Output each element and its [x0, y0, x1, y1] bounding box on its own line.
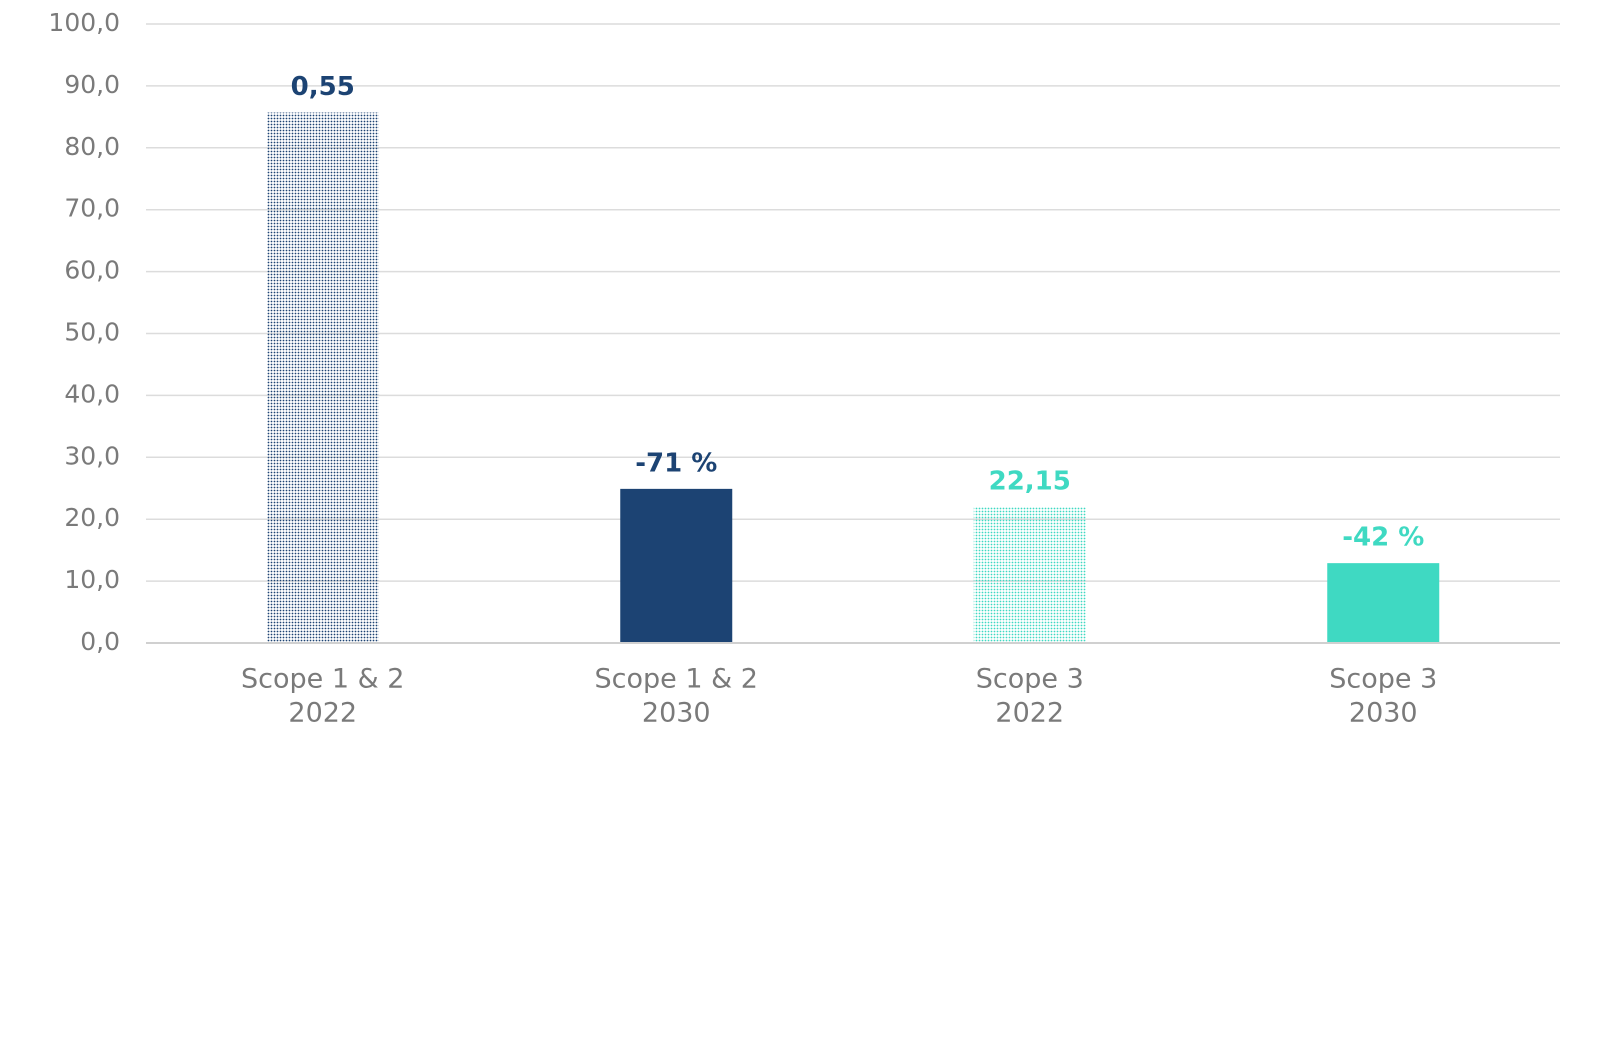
bar-annotation: 0,55 [291, 72, 355, 102]
x-tick-label: Scope 3 [976, 664, 1084, 695]
bar-annotation: -42 % [1342, 523, 1424, 553]
x-tick-label: 2022 [288, 698, 357, 729]
x-tick-label: 2030 [642, 698, 711, 729]
bar-annotation: 22,15 [989, 466, 1071, 496]
y-tick-label: 50,0 [64, 318, 120, 347]
y-tick-label: 60,0 [64, 256, 120, 285]
x-tick-label: 2022 [995, 698, 1064, 729]
y-tick-label: 30,0 [64, 441, 120, 470]
y-tick-label: 100,0 [48, 8, 120, 37]
x-tick-label: 2030 [1349, 698, 1418, 729]
bar [620, 488, 733, 643]
bar [1327, 563, 1440, 643]
x-tick-label: Scope 1 & 2 [241, 664, 404, 695]
y-tick-label: 80,0 [64, 132, 120, 161]
y-tick-label: 20,0 [64, 503, 120, 532]
y-tick-label: 90,0 [64, 70, 120, 99]
bar [266, 112, 379, 644]
y-tick-label: 0,0 [80, 627, 120, 656]
x-tick-label: Scope 1 & 2 [595, 664, 758, 695]
y-tick-label: 40,0 [64, 379, 120, 408]
y-tick-label: 70,0 [64, 194, 120, 223]
y-tick-label: 10,0 [64, 565, 120, 594]
bar [973, 506, 1086, 643]
bar-annotation: -71 % [635, 448, 717, 478]
x-tick-label: Scope 3 [1329, 664, 1437, 695]
